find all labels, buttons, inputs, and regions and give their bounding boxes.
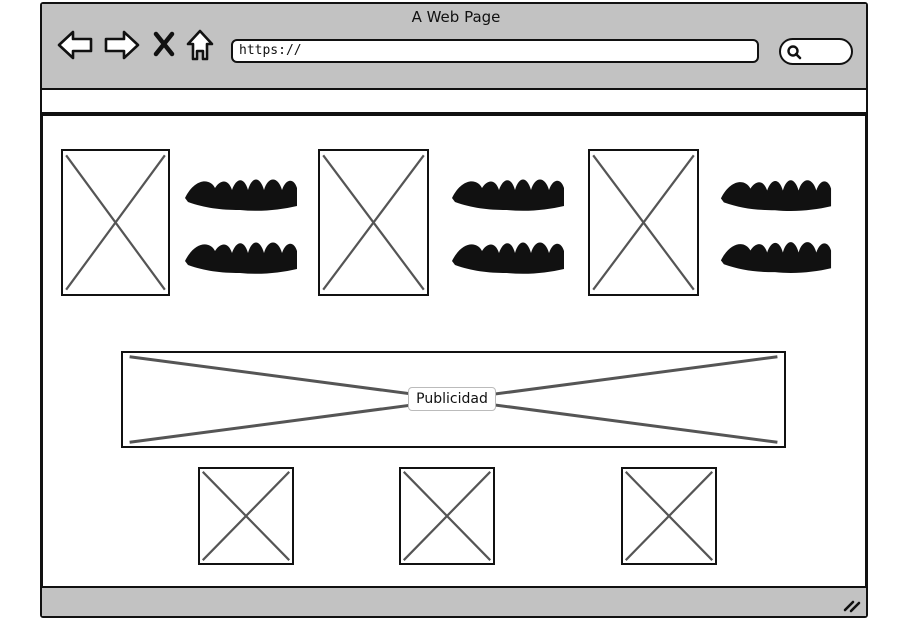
resize-grip-icon[interactable] <box>842 597 862 613</box>
status-divider <box>42 586 866 589</box>
search-icon <box>787 45 802 60</box>
home-icon[interactable] <box>185 28 215 62</box>
content-divider <box>42 112 866 116</box>
close-icon[interactable] <box>152 31 176 57</box>
navigation-bar <box>42 90 866 112</box>
product-text-scribble-3 <box>720 180 832 273</box>
search-box[interactable] <box>779 38 853 65</box>
product-image-1[interactable] <box>61 149 170 296</box>
product-image-2[interactable] <box>318 149 429 296</box>
url-input[interactable]: https:// <box>231 39 759 63</box>
status-bar <box>42 588 866 616</box>
forward-arrow-icon[interactable] <box>103 29 141 61</box>
thumbnail-1[interactable] <box>198 467 294 565</box>
chrome-divider <box>42 88 866 91</box>
back-arrow-icon[interactable] <box>56 29 94 61</box>
thumbnail-3[interactable] <box>621 467 717 565</box>
thumbnail-2[interactable] <box>399 467 495 565</box>
product-text-scribble-1 <box>185 179 297 274</box>
window-title: A Web Page <box>411 8 501 26</box>
product-text-scribble-2 <box>452 179 564 274</box>
product-image-3[interactable] <box>588 149 699 296</box>
ad-label: Publicidad <box>408 387 496 411</box>
